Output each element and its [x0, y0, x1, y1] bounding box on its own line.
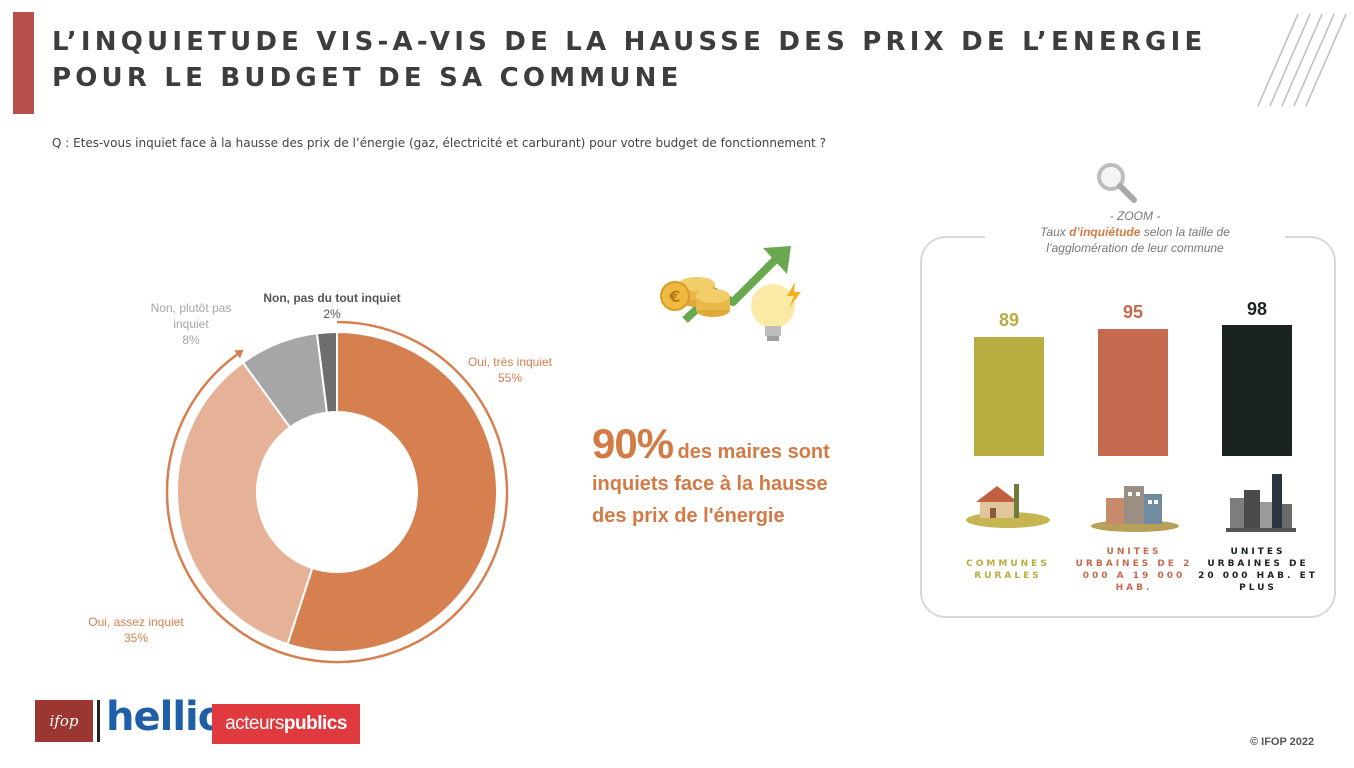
- bar-category-urbaines-2000: UNITES URBAINES DE 2 000 A 19 000 HAB.: [1075, 547, 1193, 593]
- label-plutot-pas-name-2: inquiet: [173, 317, 209, 331]
- logo-separator: [97, 700, 100, 742]
- label-pas-du-tout-value: 2%: [323, 307, 341, 321]
- bar-value-urbaines-20000: 98: [1246, 299, 1268, 319]
- title-line-2: POUR LE BUDGET DE SA COMMUNE: [52, 63, 683, 93]
- decorative-stripes: [1257, 13, 1347, 107]
- copyright: © IFOP 2022: [1250, 736, 1315, 748]
- label-assez-inquiet-name: Oui, assez inquiet: [88, 615, 184, 629]
- progress-arc: [165, 320, 509, 664]
- label-plutot-pas-name-1: Non, plutôt pas: [150, 301, 232, 315]
- small-town-icon: [1091, 486, 1179, 532]
- zoom-subtitle-b: selon la taille de: [1140, 225, 1230, 239]
- headline-stat: 90% des maires sont inquiets face à la h…: [592, 420, 892, 532]
- label-plutot-pas: Non, plutôt pas inquiet 8%: [126, 300, 256, 348]
- headline-text-1: des maires sont: [677, 441, 830, 463]
- survey-question: Q : Etes-vous inquiet face à la hausse d…: [52, 136, 826, 150]
- headline-text-3: des prix de l'énergie: [592, 505, 785, 527]
- title-line-1: L’INQUIETUDE VIS-A-VIS DE LA HAUSSE DES …: [52, 27, 1207, 57]
- bar-rurales: [974, 337, 1044, 456]
- headline-text-2: inquiets face à la hausse: [592, 473, 828, 495]
- village-icon: [966, 484, 1050, 528]
- bar-urbaines-2000: [1098, 329, 1168, 456]
- slice-tres-inquiet: [286, 330, 498, 653]
- zoom-header: - ZOOM - Taux d’inquiétude selon la tail…: [985, 208, 1285, 256]
- page-title: L’INQUIETUDE VIS-A-VIS DE LA HAUSSE DES …: [52, 24, 1206, 96]
- zoom-subtitle-a: Taux: [1040, 225, 1070, 239]
- hellio-logo: hellio: [106, 694, 225, 740]
- zoom-subtitle-2: l’agglomération de leur commune: [1046, 241, 1224, 255]
- zoom-subtitle-highlight: d’inquiétude: [1069, 225, 1141, 239]
- acteurs-publics-logo-b: publics: [283, 713, 348, 734]
- label-pas-du-tout-name: Non, pas du tout inquiet: [263, 291, 401, 305]
- slice-assez-inquiet: [176, 361, 314, 646]
- arc-arrowhead: [234, 349, 244, 359]
- zoom-subtitle-1: Taux d’inquiétude selon la taille de: [985, 224, 1285, 240]
- slice-pas-du-tout: [315, 330, 338, 414]
- bar-value-rurales: 89: [998, 310, 1020, 330]
- label-assez-inquiet: Oui, assez inquiet 35%: [66, 614, 206, 646]
- energy-price-icon: €: [660, 246, 801, 341]
- zoom-title: - ZOOM -: [1109, 209, 1161, 223]
- label-plutot-pas-value: 8%: [182, 333, 200, 347]
- label-tres-inquiet-name: Oui, très inquiet: [467, 355, 553, 369]
- svg-text:€: €: [668, 287, 680, 306]
- headline-percent: 90%: [592, 420, 674, 467]
- bar-urbaines-20000: [1222, 325, 1292, 456]
- label-tres-inquiet-value: 55%: [497, 371, 523, 385]
- acteurs-publics-logo: acteurs publics: [212, 704, 360, 744]
- bar-category-rurales: COMMUNES RURALES: [966, 559, 1050, 581]
- label-assez-inquiet-value: 35%: [123, 631, 149, 645]
- ifop-logo: ifop: [35, 700, 93, 742]
- label-pas-du-tout: Non, pas du tout inquiet 2%: [242, 290, 422, 322]
- label-tres-inquiet: Oui, très inquiet 55%: [455, 354, 565, 386]
- donut-chart: [165, 320, 509, 664]
- title-accent-bar: [13, 12, 34, 114]
- magnifier-icon: [1097, 163, 1137, 203]
- bar-value-urbaines-2000: 95: [1122, 302, 1144, 322]
- bar-category-urbaines-20000: UNITES URBAINES DE 20 000 HAB. ET PLUS: [1198, 547, 1318, 593]
- acteurs-publics-logo-a: acteurs: [225, 713, 284, 734]
- city-icon: [1226, 474, 1296, 532]
